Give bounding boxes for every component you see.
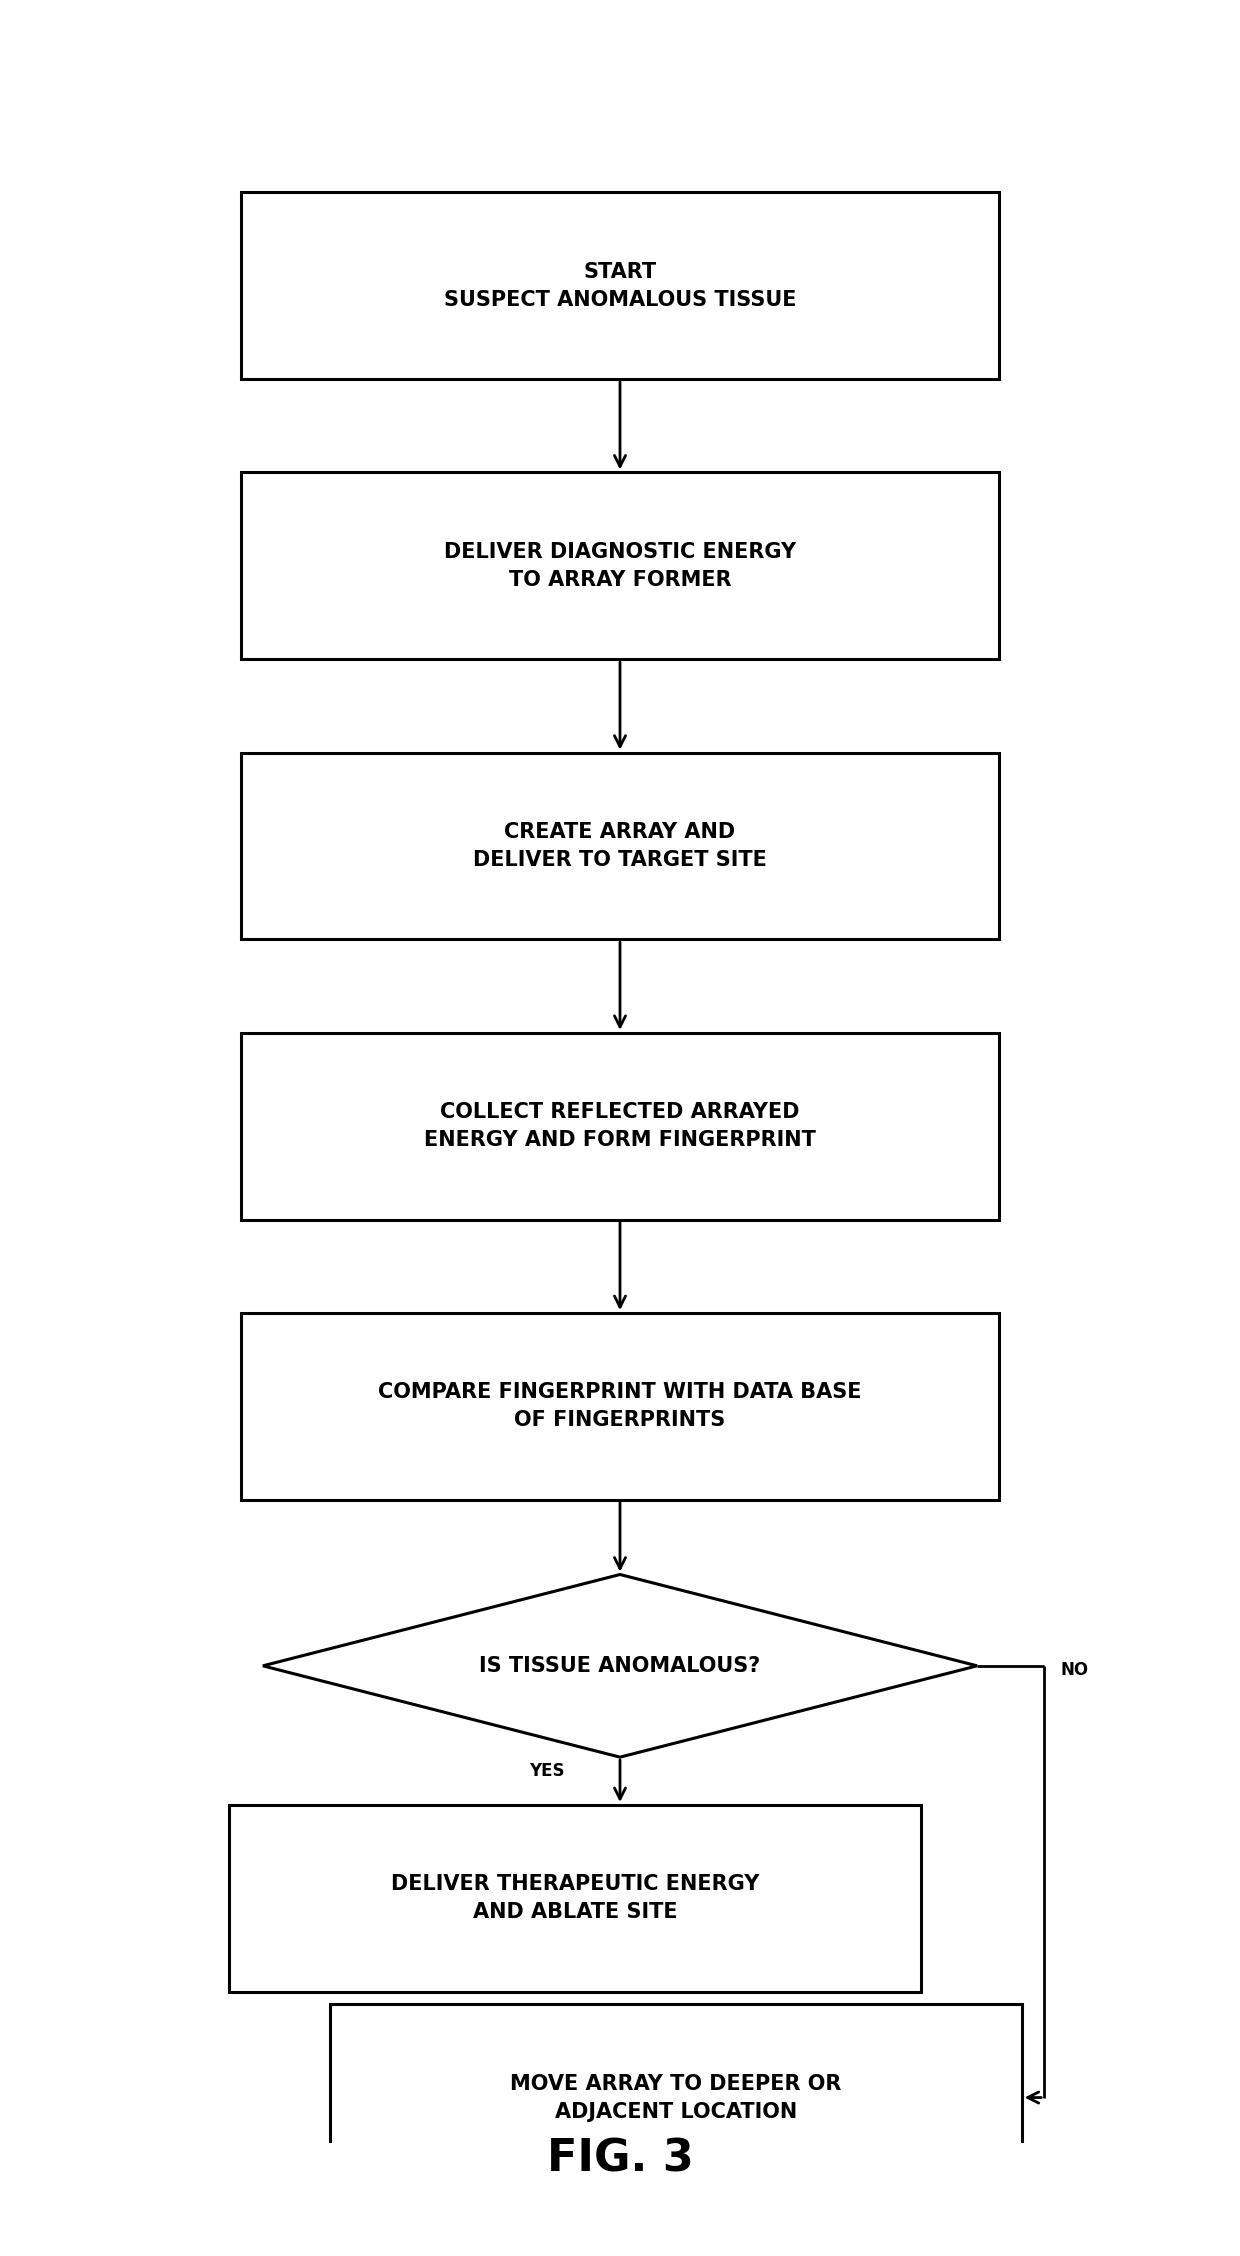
Text: DELIVER THERAPEUTIC ENERGY
AND ABLATE SITE: DELIVER THERAPEUTIC ENERGY AND ABLATE SI… — [391, 1875, 760, 1922]
FancyBboxPatch shape — [241, 754, 999, 938]
Text: IS TISSUE ANOMALOUS?: IS TISSUE ANOMALOUS? — [480, 1656, 760, 1676]
Text: MOVE ARRAY TO DEEPER OR
ADJACENT LOCATION: MOVE ARRAY TO DEEPER OR ADJACENT LOCATIO… — [510, 2073, 842, 2121]
Text: COMPARE FINGERPRINT WITH DATA BASE
OF FINGERPRINTS: COMPARE FINGERPRINT WITH DATA BASE OF FI… — [378, 1383, 862, 1430]
FancyBboxPatch shape — [330, 2003, 1022, 2191]
FancyBboxPatch shape — [229, 1805, 921, 1992]
Text: START
SUSPECT ANOMALOUS TISSUE: START SUSPECT ANOMALOUS TISSUE — [444, 262, 796, 309]
FancyBboxPatch shape — [241, 1033, 999, 1220]
Text: YES: YES — [528, 1762, 564, 1780]
Text: COLLECT REFLECTED ARRAYED
ENERGY AND FORM FINGERPRINT: COLLECT REFLECTED ARRAYED ENERGY AND FOR… — [424, 1103, 816, 1151]
FancyBboxPatch shape — [241, 472, 999, 659]
FancyBboxPatch shape — [241, 1313, 999, 1500]
FancyBboxPatch shape — [241, 192, 999, 379]
Text: NO: NO — [1061, 1660, 1089, 1678]
Text: DELIVER DIAGNOSTIC ENERGY
TO ARRAY FORMER: DELIVER DIAGNOSTIC ENERGY TO ARRAY FORME… — [444, 541, 796, 589]
Text: CREATE ARRAY AND
DELIVER TO TARGET SITE: CREATE ARRAY AND DELIVER TO TARGET SITE — [474, 821, 766, 871]
Text: FIG. 3: FIG. 3 — [547, 2136, 693, 2182]
Polygon shape — [263, 1575, 977, 1757]
